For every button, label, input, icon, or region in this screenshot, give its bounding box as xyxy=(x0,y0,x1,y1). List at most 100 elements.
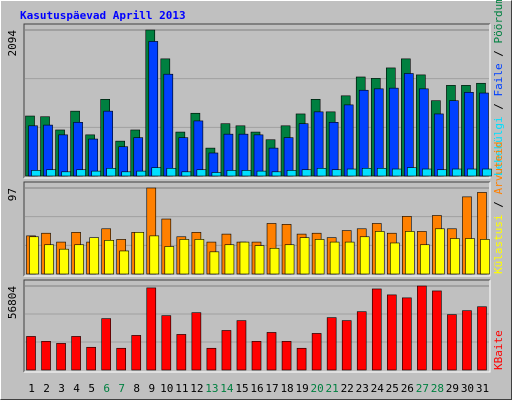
bar xyxy=(149,235,160,275)
x-tick-label: 9 xyxy=(148,382,155,395)
x-tick-label: 7 xyxy=(118,382,125,395)
bar xyxy=(386,294,397,371)
bar xyxy=(73,122,83,177)
bar xyxy=(131,335,142,371)
legend-entry: Faile xyxy=(492,63,505,96)
panel-edge-light xyxy=(24,182,491,277)
bar xyxy=(251,341,262,371)
bar xyxy=(101,318,111,371)
bar xyxy=(256,170,267,177)
bar xyxy=(193,120,204,177)
bar xyxy=(402,297,412,371)
y-tick-label: 56804 xyxy=(6,286,19,319)
x-tick-label: 27 xyxy=(416,382,429,395)
bar xyxy=(284,244,295,275)
bar xyxy=(435,228,445,275)
legend-separator: / xyxy=(492,97,505,117)
bar xyxy=(89,237,99,275)
bar xyxy=(254,245,265,275)
bar xyxy=(116,347,127,371)
bar xyxy=(61,171,71,177)
bar xyxy=(211,172,222,177)
bar xyxy=(405,231,415,275)
bar xyxy=(209,251,220,275)
bar xyxy=(151,167,162,177)
bar xyxy=(404,73,414,177)
bar xyxy=(221,330,232,371)
bar xyxy=(41,341,51,371)
x-tick-label: 6 xyxy=(103,382,110,395)
bar xyxy=(480,239,490,275)
x-tick-label: 17 xyxy=(265,382,278,395)
x-tick-label: 23 xyxy=(356,382,369,395)
bar xyxy=(407,167,417,177)
chart-title: Kasutuspäevad Aprill 2013 xyxy=(20,9,186,22)
bar xyxy=(329,241,340,275)
bar xyxy=(341,320,352,371)
y-tick-label: 2094 xyxy=(6,30,19,57)
bar xyxy=(296,347,307,371)
y-tick-label: 97 xyxy=(6,188,19,201)
bar xyxy=(417,285,427,371)
panel-edge-dark xyxy=(23,23,490,178)
bar xyxy=(479,92,489,177)
x-tick-label: 12 xyxy=(190,382,203,395)
bar xyxy=(467,168,477,177)
legend-separator: / xyxy=(492,44,505,64)
bar xyxy=(358,89,369,177)
x-tick-label: 2 xyxy=(43,382,50,395)
bar xyxy=(44,244,54,275)
bar xyxy=(46,169,56,177)
bar xyxy=(434,113,444,177)
bar xyxy=(450,238,460,275)
bar xyxy=(437,169,447,177)
bar xyxy=(71,336,81,371)
bar xyxy=(356,311,367,371)
x-tick-label: 31 xyxy=(476,382,489,395)
panel-edge-dark xyxy=(23,279,490,372)
legend: Lehekülgi / Faile / Pöördumisi xyxy=(492,0,505,176)
x-tick-label: 8 xyxy=(133,382,140,395)
bar xyxy=(58,134,68,177)
bar xyxy=(359,236,370,275)
bar xyxy=(166,168,177,177)
bar xyxy=(482,168,492,177)
bar xyxy=(419,88,429,177)
x-tick-label: 5 xyxy=(88,382,95,395)
bar xyxy=(374,231,385,275)
legend-separator: / xyxy=(492,195,505,215)
bar xyxy=(346,168,357,177)
bar xyxy=(299,237,310,275)
bar xyxy=(223,133,234,177)
bar xyxy=(286,170,297,177)
bar xyxy=(241,170,252,177)
x-tick-label: 1 xyxy=(28,382,35,395)
bar xyxy=(86,346,96,371)
x-tick-label: 18 xyxy=(280,382,293,395)
bar xyxy=(181,171,192,177)
x-tick-label: 10 xyxy=(160,382,173,395)
bar xyxy=(43,124,53,177)
bar xyxy=(88,138,98,177)
bar xyxy=(328,122,339,177)
legend: KBaite xyxy=(492,330,505,370)
legend-entry: Pöördumisi xyxy=(492,0,505,44)
bar xyxy=(266,332,277,371)
bar xyxy=(465,238,475,275)
x-tick-label: 4 xyxy=(73,382,80,395)
bar xyxy=(239,241,250,275)
bar xyxy=(281,341,292,371)
bar xyxy=(376,168,387,177)
bar xyxy=(298,123,309,177)
bar xyxy=(422,168,432,177)
bar xyxy=(161,315,172,371)
x-tick-label: 3 xyxy=(58,382,65,395)
bar xyxy=(344,241,355,275)
bar xyxy=(164,246,175,275)
bar xyxy=(420,244,430,275)
x-tick-label: 11 xyxy=(175,382,188,395)
bar xyxy=(163,73,174,177)
legend-entry: KBaite xyxy=(492,330,505,370)
